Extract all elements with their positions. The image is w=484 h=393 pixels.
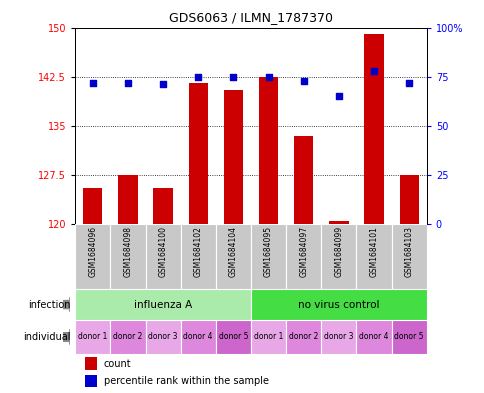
Bar: [145, 224, 180, 289]
Text: GSM1684099: GSM1684099: [333, 226, 343, 277]
Bar: [251, 224, 286, 289]
Bar: [286, 320, 320, 354]
Text: donor 4: donor 4: [183, 332, 212, 342]
Bar: [223, 90, 242, 224]
Bar: [258, 77, 278, 224]
Bar: [251, 289, 426, 320]
Text: donor 4: donor 4: [359, 332, 388, 342]
Bar: [320, 320, 356, 354]
Point: [124, 79, 132, 86]
Text: GSM1684104: GSM1684104: [228, 226, 238, 277]
Bar: [110, 320, 145, 354]
Point: [264, 73, 272, 80]
FancyArrow shape: [63, 329, 75, 345]
Text: donor 2: donor 2: [113, 332, 142, 342]
Point: [194, 73, 202, 80]
Text: GSM1684102: GSM1684102: [193, 226, 202, 277]
Bar: [75, 224, 110, 289]
Bar: [293, 136, 313, 224]
Text: GSM1684101: GSM1684101: [369, 226, 378, 277]
FancyArrow shape: [63, 297, 75, 312]
Text: GSM1684096: GSM1684096: [88, 226, 97, 277]
Bar: [215, 224, 251, 289]
Bar: [180, 224, 215, 289]
Bar: [286, 224, 320, 289]
Point: [159, 81, 166, 88]
Text: no virus control: no virus control: [298, 299, 379, 310]
Bar: [215, 320, 251, 354]
Text: percentile rank within the sample: percentile rank within the sample: [103, 376, 268, 386]
Text: GSM1684103: GSM1684103: [404, 226, 413, 277]
Point: [369, 68, 377, 74]
Point: [299, 77, 307, 84]
Bar: [356, 320, 391, 354]
Text: donor 3: donor 3: [323, 332, 353, 342]
Bar: [153, 188, 172, 224]
Point: [229, 73, 237, 80]
Text: infection: infection: [28, 299, 70, 310]
Text: donor 3: donor 3: [148, 332, 178, 342]
Bar: [251, 320, 286, 354]
Bar: [180, 320, 215, 354]
Bar: [188, 83, 208, 224]
Bar: [85, 375, 96, 387]
Text: donor 5: donor 5: [218, 332, 248, 342]
Text: GSM1684100: GSM1684100: [158, 226, 167, 277]
Bar: [356, 224, 391, 289]
Bar: [85, 357, 96, 369]
Text: count: count: [103, 358, 131, 369]
Bar: [75, 289, 251, 320]
Text: GSM1684098: GSM1684098: [123, 226, 132, 277]
Text: individual: individual: [23, 332, 70, 342]
Text: donor 1: donor 1: [78, 332, 107, 342]
Bar: [399, 175, 418, 224]
Text: donor 1: donor 1: [253, 332, 283, 342]
Text: influenza A: influenza A: [134, 299, 192, 310]
Bar: [83, 188, 102, 224]
Point: [405, 79, 412, 86]
Text: donor 2: donor 2: [288, 332, 318, 342]
Bar: [391, 320, 426, 354]
Point: [334, 93, 342, 99]
Bar: [329, 221, 348, 224]
Text: donor 5: donor 5: [393, 332, 423, 342]
Point: [89, 79, 96, 86]
Bar: [145, 320, 180, 354]
Title: GDS6063 / ILMN_1787370: GDS6063 / ILMN_1787370: [168, 11, 333, 24]
Bar: [110, 224, 145, 289]
Bar: [320, 224, 356, 289]
Bar: [75, 320, 110, 354]
Bar: [118, 175, 137, 224]
Text: GSM1684095: GSM1684095: [263, 226, 272, 277]
Text: GSM1684097: GSM1684097: [299, 226, 308, 277]
Bar: [363, 34, 383, 224]
Bar: [391, 224, 426, 289]
